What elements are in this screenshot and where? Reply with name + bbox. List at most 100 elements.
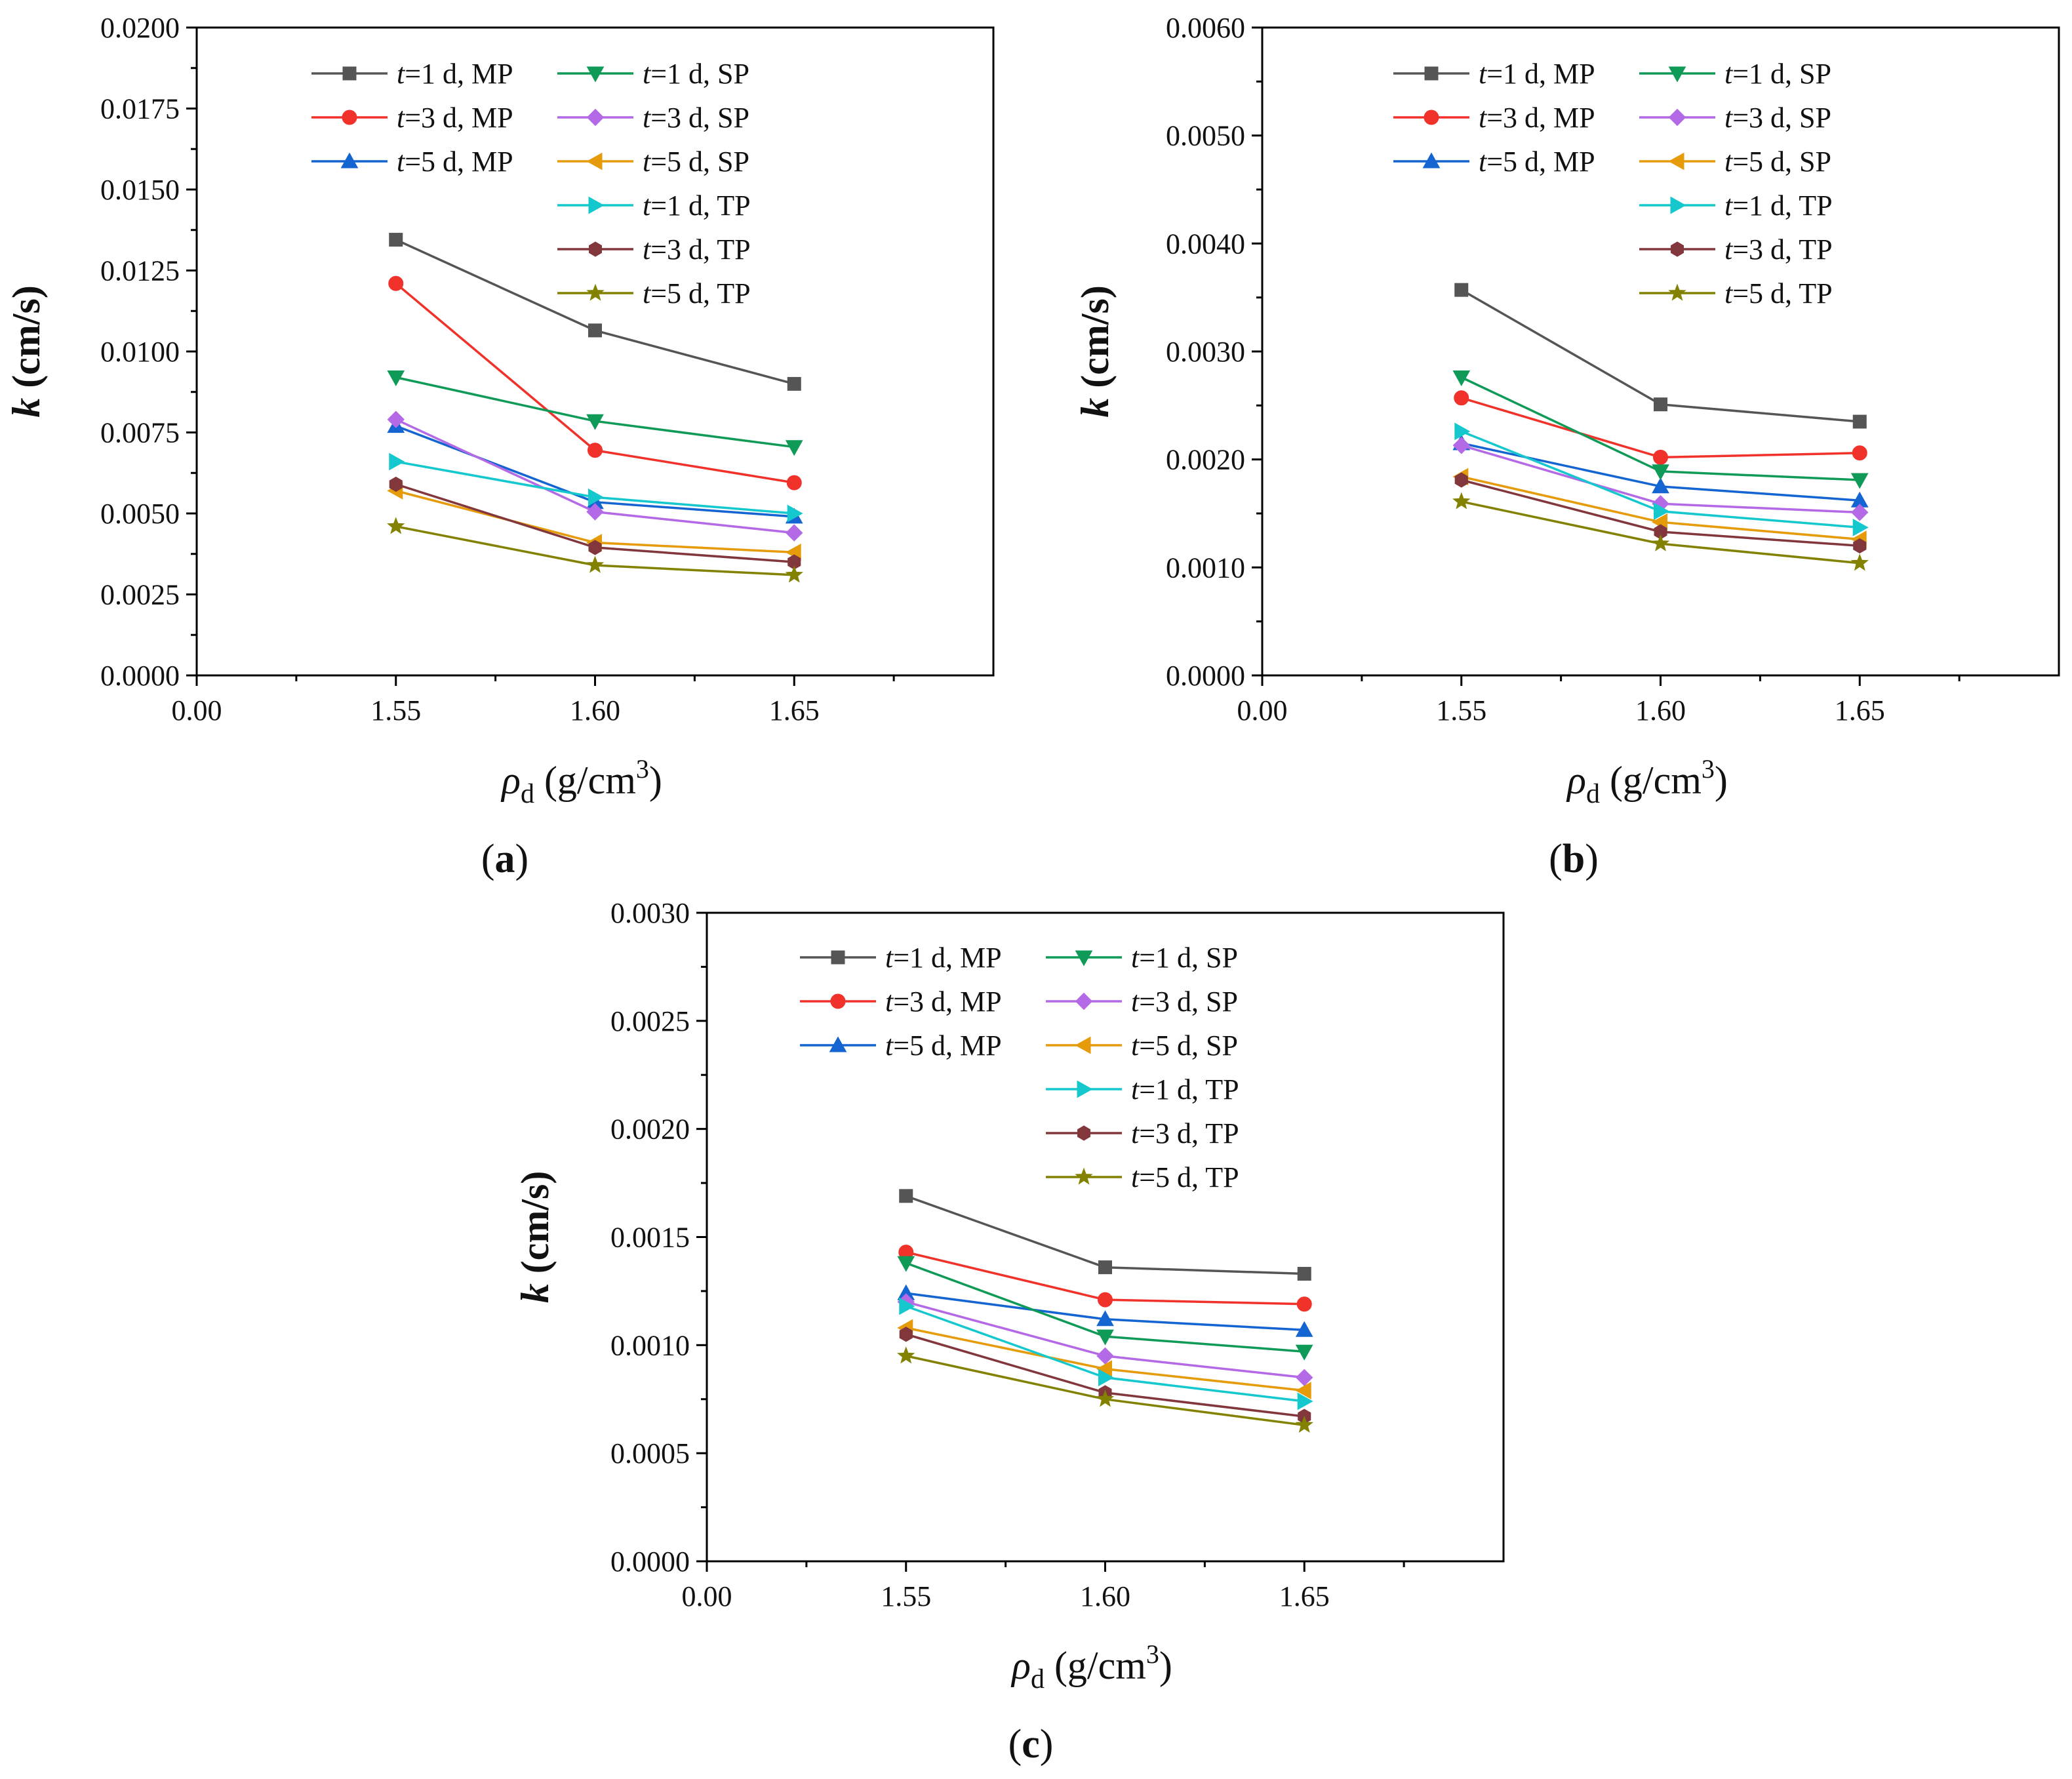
legend-label-t: t: [1131, 1161, 1140, 1193]
legend-label: t=1 d, TP: [1724, 190, 1833, 222]
legend-label-t: t: [643, 102, 652, 134]
legend: t=1 d, MPt=3 d, MPt=5 d, MPt=1 d, SPt=3 …: [800, 942, 1239, 1193]
legend-entry: t=1 d, TP: [1046, 1073, 1239, 1106]
data-point: [1096, 1329, 1114, 1346]
legend-marker: [589, 241, 602, 257]
series-6: [899, 1297, 1313, 1410]
legend-entry: t=5 d, MP: [311, 146, 513, 178]
data-point: [389, 452, 405, 471]
data-point: [1098, 1260, 1112, 1275]
legend-label-rest: =5 d, TP: [1732, 277, 1832, 310]
series-7: [389, 476, 801, 570]
legend-label-rest: =5 d, SP: [1139, 1029, 1238, 1062]
legend-label-rest: =5 d, TP: [1139, 1161, 1239, 1193]
y-tick-label: 0.0060: [1166, 12, 1245, 44]
data-point: [1651, 534, 1670, 551]
legend-entry: t=3 d, MP: [1393, 102, 1595, 134]
legend-entry: t=1 d, MP: [1393, 58, 1595, 90]
y-tick-label: 0.0150: [100, 174, 180, 206]
legend-marker: [1424, 110, 1439, 125]
legend-label-t: t: [1724, 146, 1734, 178]
series-2: [897, 1284, 1313, 1337]
data-point: [1652, 477, 1669, 494]
legend-marker: [340, 152, 359, 169]
data-point: [387, 370, 405, 387]
legend-label-rest: =1 d, SP: [1139, 942, 1238, 974]
legend-marker: [1075, 950, 1093, 967]
data-point: [899, 1327, 913, 1342]
y-tick-label: 0.0100: [100, 336, 180, 368]
legend-label-rest: =1 d, TP: [650, 190, 750, 222]
y-tick-label: 0.0020: [610, 1113, 690, 1146]
legend-label-t: t: [643, 146, 652, 178]
legend-label-rest: =1 d, TP: [1732, 190, 1832, 222]
data-point: [1452, 492, 1471, 510]
legend-entry: t=1 d, SP: [1639, 58, 1831, 90]
y-tick-label: 0.0075: [100, 417, 180, 449]
legend-label-t: t: [1131, 1029, 1140, 1062]
y-tick-label: 0.0000: [1166, 660, 1245, 692]
x-axis-subscript: d: [1586, 779, 1600, 809]
legend-label-rest: =3 d, TP: [1139, 1117, 1239, 1149]
legend-label-t: t: [397, 146, 406, 178]
y-tick-label: 0.0000: [610, 1546, 690, 1578]
data-point: [1096, 1310, 1114, 1327]
y-tick-label: 0.0200: [100, 12, 180, 44]
x-axis-unit: (g/cm: [1045, 1644, 1146, 1687]
data-point: [1852, 519, 1869, 536]
series-8: [897, 1346, 1313, 1433]
legend-label: t=3 d, TP: [1131, 1117, 1239, 1149]
data-point: [586, 414, 604, 430]
legend-label: t=3 d, SP: [1724, 102, 1831, 134]
data-point: [1654, 397, 1667, 412]
series-line: [395, 376, 795, 449]
y-tick-label: 0.0030: [610, 897, 690, 929]
y-axis-unit: (cm/s): [513, 1171, 557, 1284]
series-4: [387, 410, 803, 542]
y-axis-label: k (cm/s): [1073, 285, 1117, 418]
legend-label-t: t: [1724, 102, 1734, 134]
data-point: [1296, 1296, 1312, 1312]
legend-label-rest: =3 d, MP: [405, 102, 513, 134]
data-point: [1295, 1344, 1313, 1361]
y-tick-label: 0.0040: [1166, 228, 1245, 260]
legend-label-rest: =1 d, MP: [405, 58, 513, 90]
legend-marker: [1075, 1036, 1091, 1054]
legend-label-rest: =5 d, MP: [405, 146, 513, 178]
panel-label-letter: c: [1022, 1722, 1040, 1767]
legend-label: t=1 d, SP: [643, 58, 749, 90]
data-point: [588, 488, 605, 506]
data-point: [1852, 445, 1867, 461]
legend: t=1 d, MPt=3 d, MPt=5 d, MPt=1 d, SPt=3 …: [311, 58, 751, 310]
legend-entry: t=1 d, TP: [557, 190, 751, 222]
data-point: [899, 1189, 913, 1203]
panel-label: (c): [1008, 1722, 1054, 1767]
legend-label-t: t: [1131, 1073, 1140, 1106]
plot-frame: [1261, 26, 2060, 677]
legend-marker: [1075, 992, 1093, 1010]
x-tick-label: 0.00: [172, 694, 222, 727]
legend-label: t=3 d, MP: [397, 102, 513, 134]
x-axis-unit: (g/cm: [534, 759, 636, 802]
y-axis-label: k (cm/s): [5, 285, 48, 418]
legend-label: t=5 d, SP: [1131, 1029, 1238, 1062]
legend-entry: t=3 d, TP: [1046, 1117, 1239, 1149]
legend-label-rest: =1 d, SP: [650, 58, 749, 90]
series-7: [1454, 472, 1867, 553]
x-axis-unit-close: ): [1715, 759, 1728, 802]
legend-entry: t=5 d, MP: [800, 1029, 1002, 1062]
legend-label-t: t: [1724, 233, 1734, 266]
x-axis-unit: (g/cm: [1600, 759, 1702, 802]
y-tick-label: 0.0125: [100, 255, 180, 287]
legend-label-t: t: [1479, 102, 1488, 134]
legend-entry: t=5 d, TP: [1046, 1161, 1239, 1193]
legend-entry: t=5 d, SP: [1639, 146, 1831, 178]
data-point: [1852, 414, 1867, 429]
x-tick-label: 1.65: [1835, 694, 1885, 727]
series-1: [1454, 390, 1867, 465]
x-axis-label: ρd (g/cm3): [1010, 1639, 1172, 1694]
x-axis-symbol: ρ: [1566, 759, 1586, 802]
legend-marker: [342, 66, 357, 81]
legend-label-t: t: [643, 233, 652, 266]
